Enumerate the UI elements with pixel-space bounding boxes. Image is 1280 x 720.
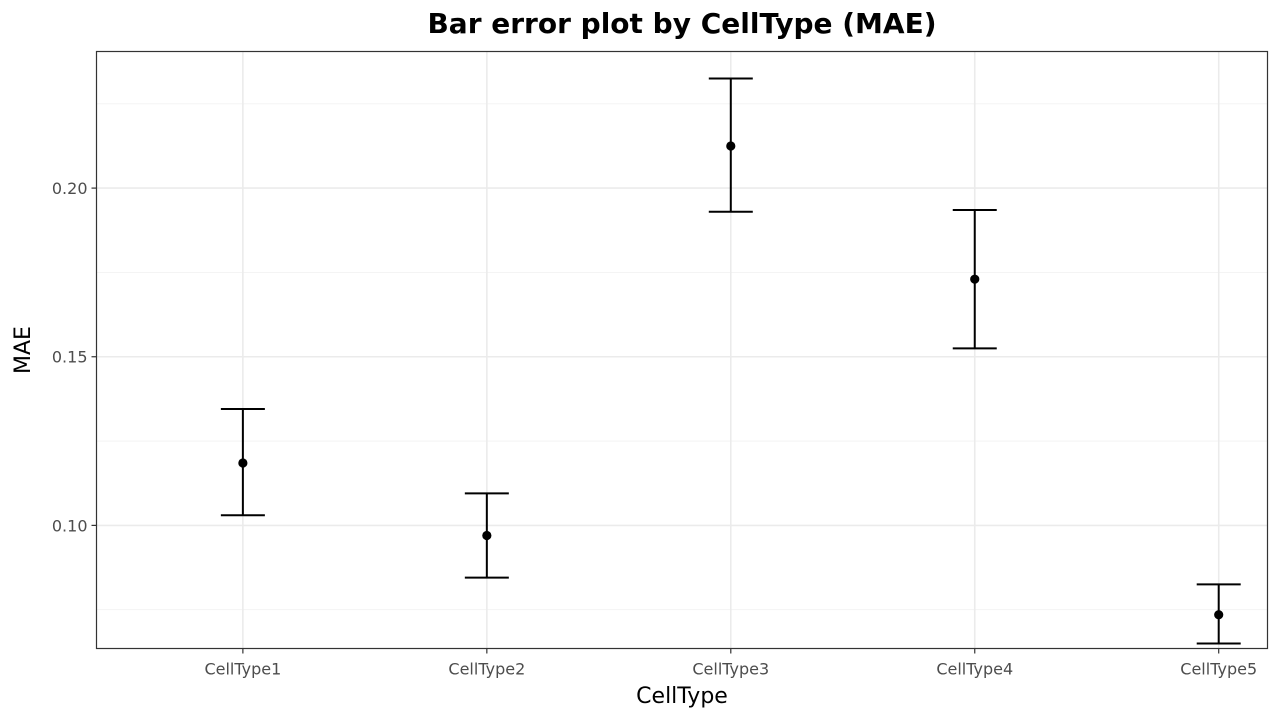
mean-point — [238, 458, 248, 468]
y-tick-label: 0.20 — [52, 179, 88, 198]
mean-point — [1214, 610, 1224, 620]
mean-point — [482, 530, 492, 541]
error-bars — [220, 77, 1241, 645]
y-tick-label: 0.10 — [52, 516, 88, 535]
plot-panel-border — [95, 50, 1269, 650]
x-axis-title: CellType — [636, 684, 728, 709]
mean-point — [970, 274, 980, 284]
major-gridlines — [96, 51, 1268, 649]
x-tick-label: CellType5 — [1180, 660, 1257, 679]
x-tick-label: CellType2 — [448, 660, 525, 679]
x-tick-label: CellType1 — [204, 660, 281, 679]
x-axis: CellType1 CellType2 CellType3 CellType4 Cell… — [204, 648, 1257, 679]
mean-point — [726, 141, 736, 151]
y-tick-label: 0.15 — [52, 348, 88, 367]
x-tick-label: CellType3 — [692, 660, 769, 679]
x-tick-label: CellType4 — [936, 660, 1013, 679]
y-axis: 0.10 0.15 0.20 — [52, 179, 97, 535]
chart-title: Bar error plot by CellType (MAE) — [427, 7, 936, 40]
minor-gridlines — [96, 103, 1268, 611]
y-axis-title: MAE — [11, 326, 36, 374]
